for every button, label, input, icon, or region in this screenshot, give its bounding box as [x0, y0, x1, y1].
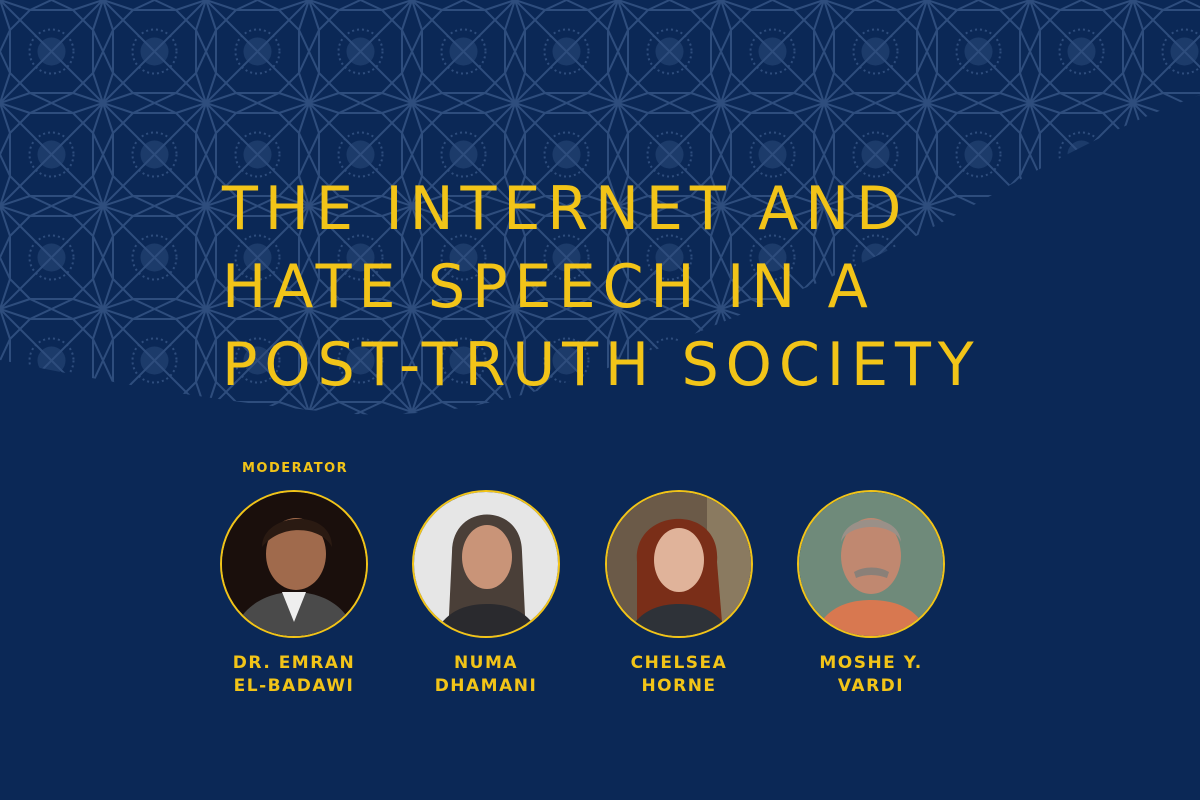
name-line-2: DHAMANI: [434, 676, 538, 696]
name-line-1: CHELSEA: [630, 653, 728, 673]
speaker-photo: [412, 490, 560, 638]
speaker-card: CHELSEA HORNE: [579, 490, 779, 698]
speaker-name: DR. EMRAN EL-BADAWI: [194, 652, 394, 698]
name-line-2: EL-BADAWI: [233, 676, 355, 696]
name-line-1: DR. EMRAN: [232, 653, 356, 673]
speaker-card: NUMA DHAMANI: [386, 490, 586, 698]
speaker-card: MOSHE Y. VARDI: [771, 490, 971, 698]
speaker-photo: [220, 490, 368, 638]
name-line-1: NUMA: [453, 653, 519, 673]
title-line-1: THE INTERNET AND: [222, 174, 909, 244]
speaker-card: DR. EMRAN EL-BADAWI: [194, 490, 394, 698]
title-line-2: HATE SPEECH IN A: [222, 252, 875, 322]
speaker-name: MOSHE Y. VARDI: [771, 652, 971, 698]
moderator-label: MODERATOR: [242, 461, 349, 476]
speaker-name: NUMA DHAMANI: [386, 652, 586, 698]
name-line-1: MOSHE Y.: [819, 653, 923, 673]
name-line-2: HORNE: [641, 676, 717, 696]
event-title: THE INTERNET AND HATE SPEECH IN A POST-T…: [222, 170, 996, 404]
speaker-photo: [605, 490, 753, 638]
name-line-2: VARDI: [837, 676, 905, 696]
speaker-photo: [797, 490, 945, 638]
title-line-3: POST-TRUTH SOCIETY: [222, 330, 981, 400]
speaker-name: CHELSEA HORNE: [579, 652, 779, 698]
